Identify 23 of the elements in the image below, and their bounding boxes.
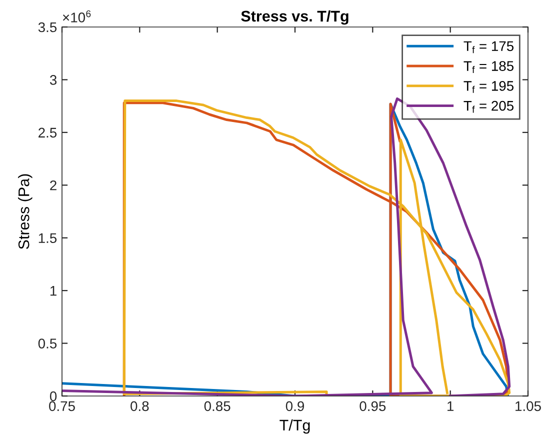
x-tick-label: 0.85 [204, 401, 230, 412]
y-tick-label: 2.5 [38, 128, 57, 138]
text: ×10$^{6}$ [62, 10, 91, 22]
legend-label: T$_{f}$ = 185 [464, 61, 514, 74]
legend-label: T$_{f}$ = 195 [464, 81, 514, 93]
y-tick-label: 0.5 [38, 338, 57, 348]
legend-label: T$_{f}$ = 175 [464, 41, 514, 54]
y-tick-label: 3 [50, 75, 57, 85]
x-tick-label: 1 [448, 401, 454, 411]
y-tick-label: 0 [50, 391, 57, 402]
x-tick-label: 0.95 [360, 401, 386, 412]
x-axis-title: T/Tg [280, 419, 310, 434]
y-tick-label: 2 [50, 180, 56, 190]
y-tick-label: 3.5 [38, 22, 57, 32]
legend-label: T$_{f}$ = 205 [464, 100, 514, 113]
x-tick-label: 0.9 [286, 401, 304, 412]
chart-title: Stress vs. T/Tg [241, 10, 348, 25]
x-tick-label: 0.75 [49, 401, 75, 412]
x-tick-label: 1.05 [516, 401, 541, 412]
y-tick-label: 1 [50, 286, 56, 296]
y-tick-label: 1.5 [38, 233, 57, 244]
x-tick-label: 0.8 [130, 401, 149, 412]
y-axis-title: Stress (Pa) [18, 174, 32, 250]
